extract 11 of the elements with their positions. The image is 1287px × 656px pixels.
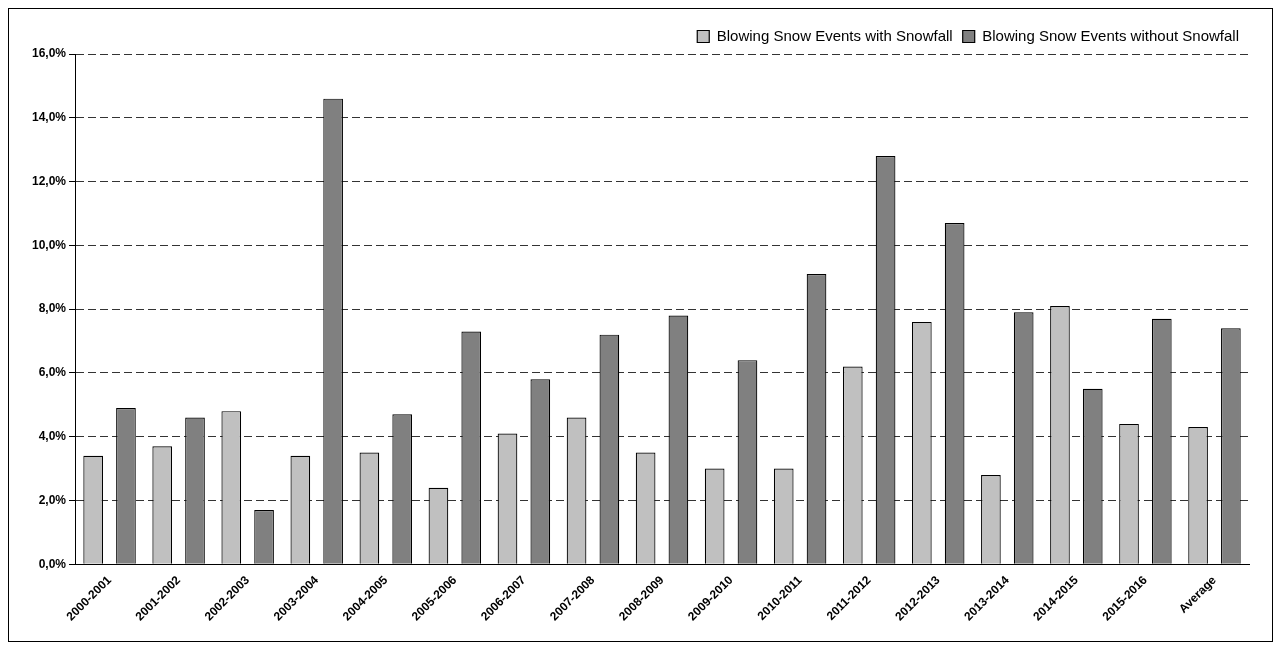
y-tick-label: 12,0% [31,173,67,188]
y-tick-label: 4,0% [38,428,67,443]
y-tick-label: 8,0% [38,301,67,316]
y-tick-label: 14,0% [31,110,67,125]
legend-label: Blowing Snow Events without Snowfall [982,26,1240,44]
y-tick-label: 2,0% [38,492,67,507]
y-tick-label: 10,0% [31,237,67,252]
y-tick-label: 6,0% [38,365,67,380]
y-tick-label: 16,0% [31,46,67,61]
y-tick-label: 0,0% [38,556,67,571]
legend-label: Blowing Snow Events with Snowfall [716,26,953,44]
